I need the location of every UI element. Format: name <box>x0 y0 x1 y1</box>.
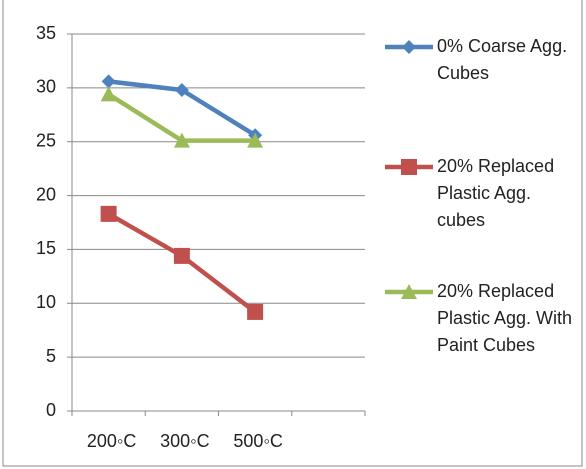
marker <box>100 205 117 222</box>
x-tick-label: 200◦C <box>87 431 136 451</box>
marker <box>173 132 190 148</box>
marker <box>401 159 417 175</box>
legend-label: 20% Replaced Plastic Agg. cubes <box>437 156 555 230</box>
marker <box>402 40 416 54</box>
marker <box>100 86 117 102</box>
x-tick-label: 300◦C <box>160 431 209 451</box>
y-tick-label: 20 <box>36 184 56 204</box>
y-tick-label: 0 <box>46 400 56 420</box>
y-tick-label: 15 <box>36 238 56 258</box>
legend-label: 0% Coarse Agg. Cubes <box>437 36 568 83</box>
marker <box>401 284 417 299</box>
marker <box>247 132 264 148</box>
marker <box>101 74 116 89</box>
y-tick-label: 35 <box>36 23 56 43</box>
y-tick-label: 5 <box>46 346 56 366</box>
marker <box>247 303 264 320</box>
legend-label: 20% Replaced Plastic Agg. With Paint Cub… <box>437 281 573 355</box>
marker <box>174 83 189 98</box>
y-tick-label: 10 <box>36 292 56 312</box>
x-tick-label: 500◦C <box>233 431 282 451</box>
y-tick-label: 25 <box>36 130 56 150</box>
marker <box>173 247 190 264</box>
y-tick-label: 30 <box>36 77 56 97</box>
